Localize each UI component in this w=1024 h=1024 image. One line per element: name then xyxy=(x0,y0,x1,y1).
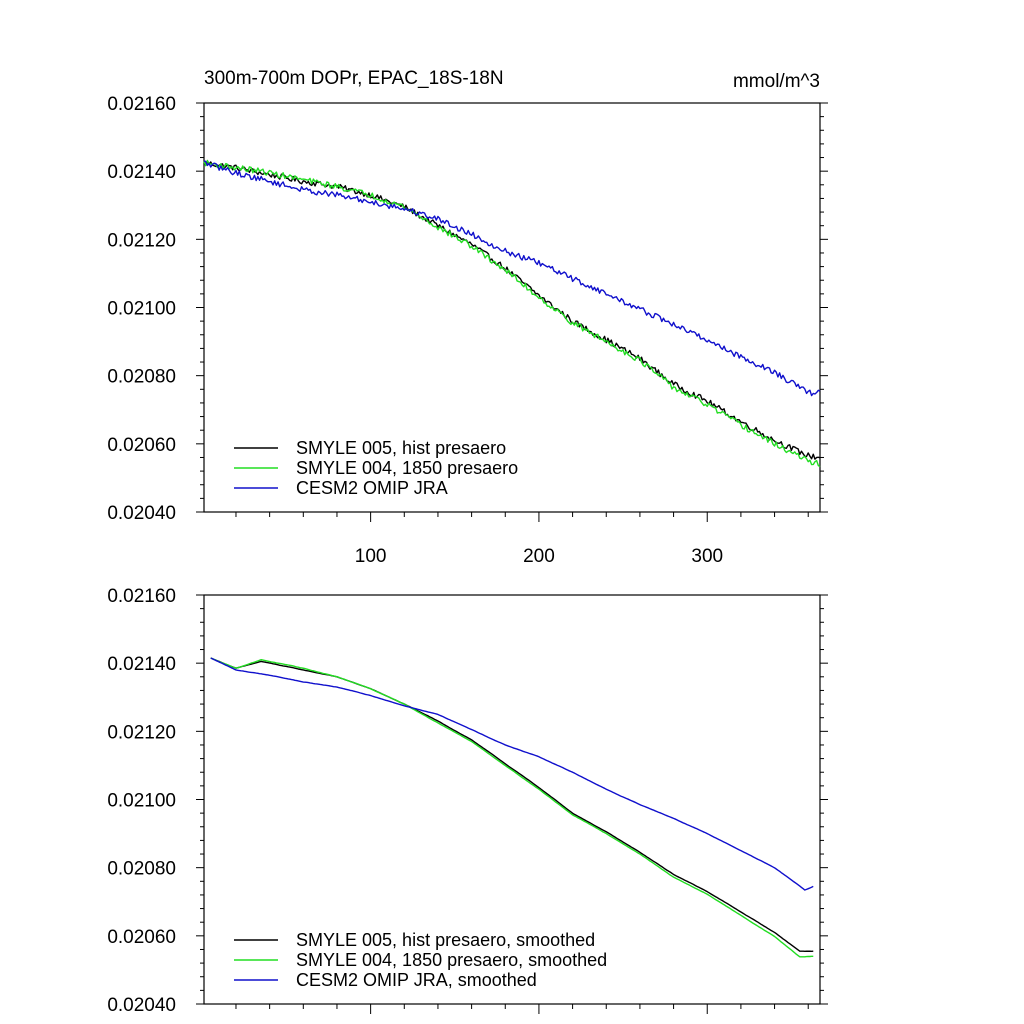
legend-label-pi1850: SMYLE 004, 1850 presaero xyxy=(296,458,518,478)
series-line-omip xyxy=(203,160,821,397)
y-tick-label: 0.02120 xyxy=(107,722,176,743)
y-tick-label: 0.02160 xyxy=(107,586,176,607)
series-line-hist xyxy=(210,657,814,952)
y-tick-label: 0.02100 xyxy=(107,791,176,812)
x-tick-label: 100 xyxy=(355,546,387,567)
series-lines-top xyxy=(203,159,821,468)
y-tick-label: 0.02140 xyxy=(107,654,176,675)
legend-label-omip: CESM2 OMIP JRA, smoothed xyxy=(296,970,537,990)
y-tick-label: 0.02040 xyxy=(107,995,176,1016)
y-tick-label: 0.02040 xyxy=(107,503,176,524)
units-label: mmol/m^3 xyxy=(733,71,820,92)
series-line-pi1850 xyxy=(210,657,814,958)
y-tick-label: 0.02060 xyxy=(107,927,176,948)
y-axis-top: 0.02040 0.02060 0.02080 0.02100 0.02120 0.021… xyxy=(107,94,828,524)
y-tick-label: 0.02100 xyxy=(107,299,176,320)
y-tick-label: 0.02140 xyxy=(107,162,176,183)
series-line-hist xyxy=(203,161,821,460)
chart-title: 300m-700m DOPr, EPAC_18S-18N xyxy=(204,68,504,89)
y-tick-label: 0.02080 xyxy=(107,859,176,880)
legend-label-hist: SMYLE 005, hist presaero xyxy=(296,438,506,458)
legend-label-pi1850: SMYLE 004, 1850 presaero, smoothed xyxy=(296,950,607,970)
x-tick-label: 300 xyxy=(691,546,723,567)
panel-raw: 0.02040 0.02060 0.02080 0.02100 0.02120 0.021… xyxy=(107,94,828,567)
series-line-omip xyxy=(210,657,814,891)
legend-bottom: SMYLE 005, hist presaero, smoothedSMYLE … xyxy=(234,930,607,990)
y-axis-bottom: 0.02040 0.02060 0.02080 0.02100 0.02120 0.021… xyxy=(107,586,828,1016)
series-line-pi1850 xyxy=(203,159,821,468)
legend-label-omip: CESM2 OMIP JRA xyxy=(296,478,448,498)
x-axis-bottom xyxy=(235,1004,809,1014)
y-tick-label: 0.02120 xyxy=(107,230,176,251)
x-axis-top: 100 200 300 xyxy=(235,512,809,567)
y-tick-label: 0.02060 xyxy=(107,435,176,456)
y-tick-label: 0.02160 xyxy=(107,94,176,115)
series-lines-bottom xyxy=(210,657,814,958)
x-tick-label: 200 xyxy=(523,546,555,567)
legend-label-hist: SMYLE 005, hist presaero, smoothed xyxy=(296,930,595,950)
y-tick-label: 0.02080 xyxy=(107,367,176,388)
panel-smoothed: 0.02040 0.02060 0.02080 0.02100 0.02120 0.021… xyxy=(107,586,828,1016)
